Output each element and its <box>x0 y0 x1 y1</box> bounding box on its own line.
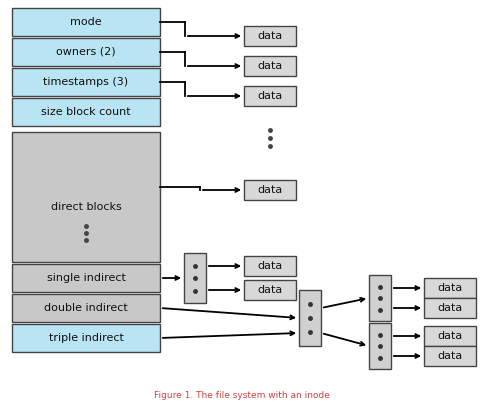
Text: triple indirect: triple indirect <box>48 333 123 343</box>
Bar <box>12 68 160 96</box>
Text: single indirect: single indirect <box>46 273 125 283</box>
Bar <box>244 280 296 300</box>
Bar <box>244 26 296 46</box>
Text: data: data <box>438 303 463 313</box>
Bar <box>244 86 296 106</box>
Bar <box>12 38 160 66</box>
Text: data: data <box>257 31 283 41</box>
Bar <box>424 326 476 346</box>
Bar <box>369 323 391 369</box>
Bar <box>12 324 160 352</box>
Text: data: data <box>257 261 283 271</box>
Bar <box>424 298 476 318</box>
Bar <box>12 132 160 262</box>
Text: owners (2): owners (2) <box>56 47 116 57</box>
Text: size block count: size block count <box>41 107 131 117</box>
Text: data: data <box>438 351 463 361</box>
Bar <box>424 278 476 298</box>
Text: data: data <box>257 61 283 71</box>
Bar <box>244 256 296 276</box>
Bar <box>184 253 206 303</box>
Bar <box>12 264 160 292</box>
Text: timestamps (3): timestamps (3) <box>44 77 129 87</box>
Text: Figure 1. The file system with an inode: Figure 1. The file system with an inode <box>154 392 330 401</box>
Bar <box>12 8 160 36</box>
Text: data: data <box>257 285 283 295</box>
Text: data: data <box>257 185 283 195</box>
Bar <box>299 290 321 346</box>
Bar <box>424 346 476 366</box>
Bar <box>369 275 391 321</box>
Bar <box>244 56 296 76</box>
Bar <box>244 180 296 200</box>
Text: data: data <box>257 91 283 101</box>
Text: mode: mode <box>70 17 102 27</box>
Text: data: data <box>438 283 463 293</box>
Text: direct blocks: direct blocks <box>51 202 121 213</box>
Bar <box>12 98 160 126</box>
Text: data: data <box>438 331 463 341</box>
Text: double indirect: double indirect <box>44 303 128 313</box>
Bar <box>12 294 160 322</box>
